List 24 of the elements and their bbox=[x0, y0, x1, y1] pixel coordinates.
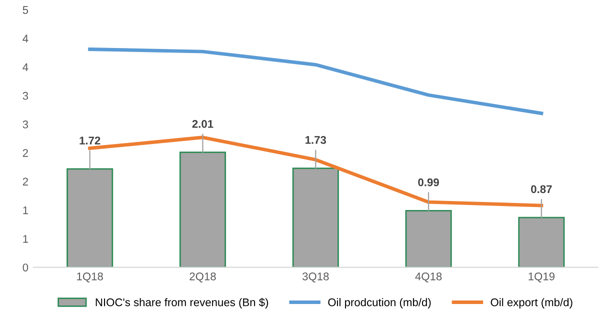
data-label: 1.72 bbox=[80, 136, 100, 144]
x-tick-label: 1Q19 bbox=[528, 272, 555, 282]
x-tick-label: 1Q18 bbox=[77, 272, 103, 282]
line-series bbox=[88, 48, 544, 116]
data-label: 2.01 bbox=[192, 120, 214, 128]
y-tick-label: 3 bbox=[22, 120, 28, 128]
legend-label: NIOC's share from revenues (Bn $) bbox=[96, 298, 268, 308]
x-tick-label: 2Q18 bbox=[190, 272, 216, 282]
data-label: 1.73 bbox=[306, 136, 326, 144]
y-tick-label: 1 bbox=[23, 206, 28, 214]
y-tick-label: 0 bbox=[22, 264, 28, 272]
y-tick-label: 2 bbox=[22, 149, 28, 157]
data-label: 0.87 bbox=[531, 185, 552, 194]
y-tick-label: 3 bbox=[22, 92, 28, 100]
x-tick-label: 3Q18 bbox=[302, 272, 329, 282]
y-tick-label: 5 bbox=[22, 6, 28, 14]
legend-label: Oil export (mb/d) bbox=[490, 298, 572, 308]
data-label: 0.99 bbox=[418, 178, 439, 186]
y-tick-label: 4 bbox=[22, 34, 28, 42]
y-tick-label: 2 bbox=[22, 178, 28, 186]
x-tick-label: 4Q18 bbox=[415, 272, 442, 282]
legend-label: Oil prodcution (mb/d) bbox=[328, 298, 431, 308]
y-tick-label: 1 bbox=[23, 235, 28, 243]
y-tick-label: 4 bbox=[22, 63, 28, 72]
